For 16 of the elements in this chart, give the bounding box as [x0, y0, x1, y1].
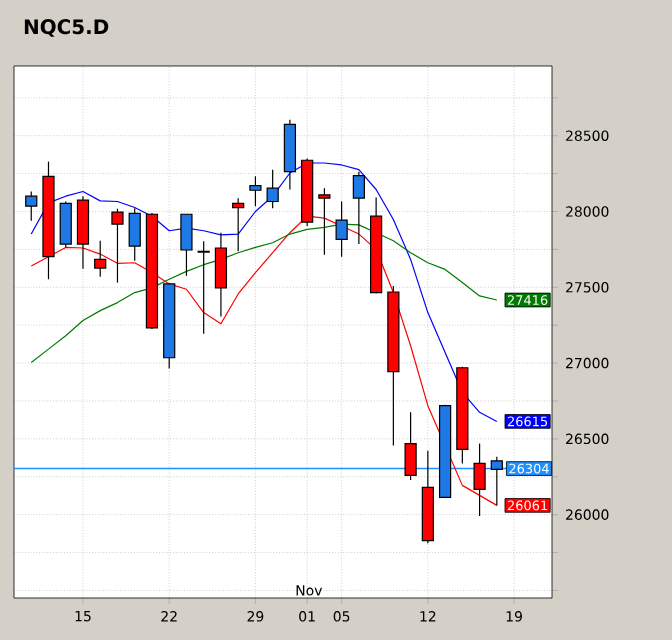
candlestick — [266, 169, 279, 209]
candlestick — [283, 119, 297, 191]
candlestick — [94, 240, 107, 278]
candlestick — [214, 232, 228, 318]
line-series — [30, 162, 498, 423]
candlestick — [232, 197, 245, 252]
candlestick — [249, 175, 262, 207]
candlestick — [404, 411, 417, 481]
candlestick — [59, 200, 72, 249]
chart-title: NQC5.D — [24, 19, 109, 37]
candlestick — [197, 240, 210, 335]
candlestick — [128, 207, 141, 262]
candlestick — [180, 213, 193, 277]
candlestick — [335, 200, 348, 258]
candlestick — [352, 171, 365, 245]
candlestick — [25, 190, 38, 222]
